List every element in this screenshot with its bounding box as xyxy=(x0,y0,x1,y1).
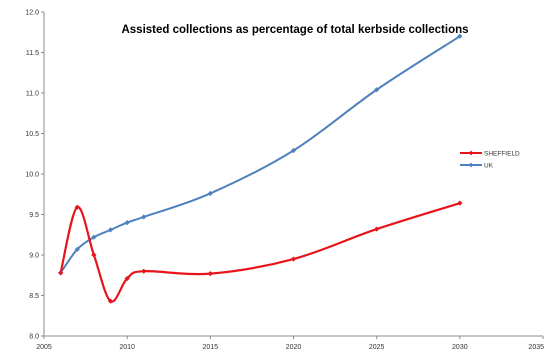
y-tick-label: 10.0 xyxy=(25,172,39,179)
data-point-uk xyxy=(374,87,380,93)
data-point-uk xyxy=(141,214,147,220)
data-point-sheffield xyxy=(91,252,97,258)
legend-item-sheffield: SHEFFIELD xyxy=(460,150,520,157)
y-tick-label: 10.5 xyxy=(25,131,39,138)
y-tick-label: 11.0 xyxy=(26,91,39,98)
data-point-uk xyxy=(74,246,80,252)
data-point-sheffield xyxy=(457,200,463,206)
y-axis: 8.0 8.5 9.0 9.5 10.0 10.5 11.0 11.5 12.0 xyxy=(25,10,45,341)
data-point-uk xyxy=(107,227,114,233)
data-point-sheffield xyxy=(124,275,130,282)
data-point-sheffield xyxy=(207,271,213,277)
y-tick-label: 8.5 xyxy=(29,293,39,300)
chart-title: Assisted collections as percentage of to… xyxy=(121,24,468,36)
data-point-uk xyxy=(290,147,297,154)
x-tick-label: 2005 xyxy=(36,344,52,351)
data-point-sheffield xyxy=(74,204,80,210)
data-point-sheffield xyxy=(58,270,64,276)
legend-label: UK xyxy=(484,162,494,169)
x-tick-label: 2015 xyxy=(203,344,219,351)
y-tick-label: 8.0 xyxy=(29,334,39,341)
x-tick-label: 2030 xyxy=(452,344,468,351)
series-uk xyxy=(58,33,463,276)
data-point-sheffield xyxy=(374,226,380,232)
data-point-uk xyxy=(207,190,213,197)
data-point-sheffield xyxy=(141,268,147,274)
data-point-sheffield xyxy=(290,256,297,262)
series-line-sheffield xyxy=(59,202,461,303)
legend: SHEFFIELD UK xyxy=(460,150,520,169)
data-point-sheffield xyxy=(107,298,114,304)
y-tick-label: 9.0 xyxy=(29,253,39,260)
y-tick-label: 9.5 xyxy=(29,212,39,219)
series-line-uk xyxy=(59,35,461,274)
x-tick-label: 2025 xyxy=(369,344,385,351)
x-tick-label: 2035 xyxy=(528,344,544,351)
data-point-uk xyxy=(124,220,130,226)
data-point-uk xyxy=(457,33,463,39)
legend-marker xyxy=(468,150,474,156)
y-tick-label: 11.5 xyxy=(26,50,39,57)
series-layer xyxy=(58,33,463,304)
x-axis: 2005 2010 2015 2020 2025 2030 2035 xyxy=(36,335,544,351)
legend-marker xyxy=(468,162,474,168)
x-tick-label: 2020 xyxy=(286,344,302,351)
x-tick-label: 2010 xyxy=(119,344,135,351)
data-point-uk xyxy=(91,234,97,240)
series-sheffield xyxy=(58,200,463,304)
legend-label: SHEFFIELD xyxy=(484,150,520,157)
legend-item-uk: UK xyxy=(460,162,494,169)
y-tick-label: 12.0 xyxy=(25,10,39,17)
